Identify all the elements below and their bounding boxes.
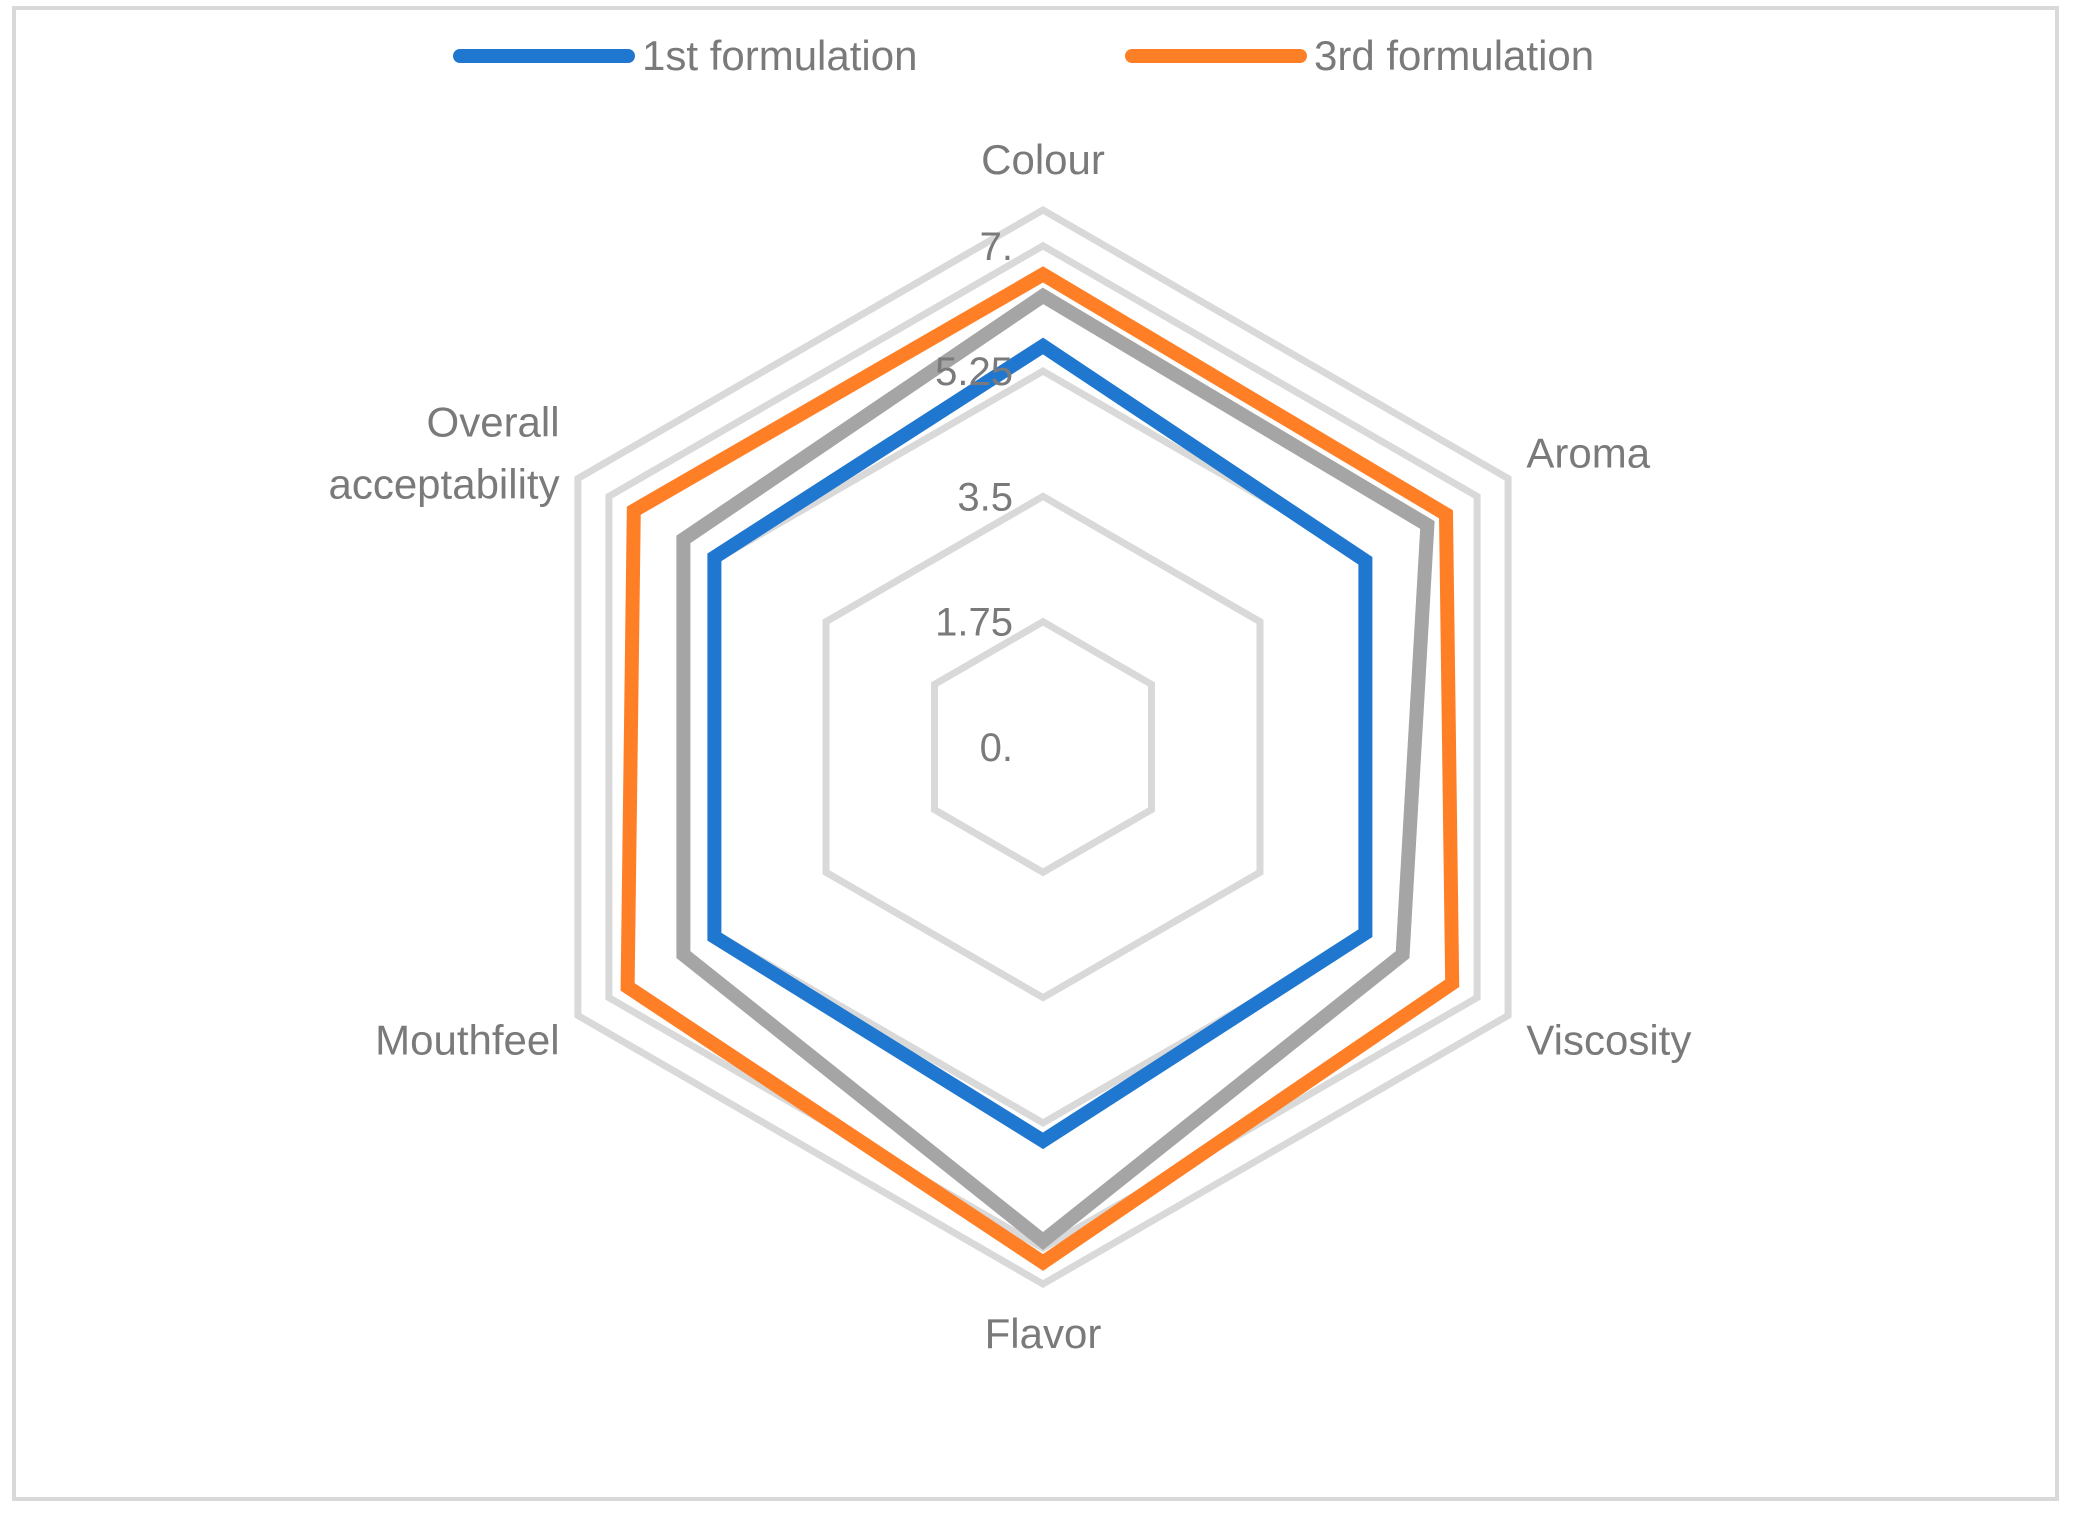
- axis-label-3: Flavor: [985, 1310, 1102, 1357]
- legend: 1st formulation 3rd formulation: [453, 32, 1594, 79]
- tick-label-0: 0.: [980, 726, 1013, 770]
- axis-label-line: Colour: [981, 136, 1105, 183]
- grid-ring-2: [714, 367, 1372, 1127]
- tick-label-2: 3.5: [957, 475, 1013, 519]
- axis-label-line: Mouthfeel: [375, 1017, 559, 1064]
- grid-ring-1: [822, 492, 1264, 1002]
- axis-label-line: Aroma: [1526, 430, 1650, 477]
- grid-ring-3: [605, 241, 1481, 1253]
- axis-label-4: Mouthfeel: [375, 1017, 559, 1064]
- series-line-0: [707, 337, 1373, 1150]
- tick-label-3: 5.25: [935, 350, 1013, 394]
- grid-ring-0: [931, 617, 1155, 877]
- axis-label-line: Overall: [427, 399, 560, 446]
- series-line-2: [620, 266, 1460, 1271]
- axis-label-line: acceptability: [328, 461, 559, 508]
- series-layer: [620, 266, 1460, 1271]
- axis-label-2: Viscosity: [1526, 1017, 1691, 1064]
- axis-label-line: Viscosity: [1526, 1017, 1691, 1064]
- series-line-1: [676, 287, 1435, 1250]
- grid-ring-4: [574, 205, 1512, 1289]
- tick-label-4: 7.: [980, 225, 1013, 269]
- axis-label-1: Aroma: [1526, 430, 1650, 477]
- tick-label-1: 1.75: [935, 601, 1013, 645]
- axis-label-line: Flavor: [985, 1310, 1102, 1357]
- tick-labels: 0. 1.75 3.5 5.25 7.: [935, 225, 1013, 770]
- axis-label-5: Overall acceptability: [328, 399, 559, 508]
- axis-label-0: Colour: [981, 136, 1105, 183]
- axis-labels: Colour Aroma Viscosity Flavor Mouthfeel Overa…: [328, 136, 1691, 1357]
- legend-label-0: 1st formulation: [642, 32, 917, 79]
- legend-label-1: 3rd formulation: [1314, 32, 1594, 79]
